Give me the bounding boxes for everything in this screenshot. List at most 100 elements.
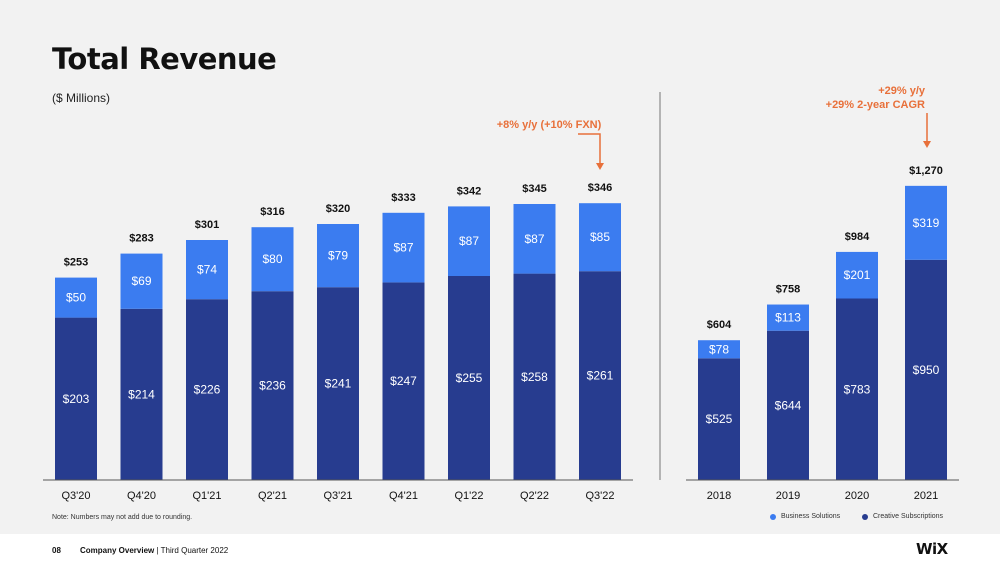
annual-label-business-2021: $319	[913, 216, 940, 230]
quarterly-label-creative-Q2'21: $236	[259, 379, 286, 393]
quarterly-total-label-Q3'21: $320	[326, 203, 350, 215]
quarterly-x-tick-Q3'20: Q3'20	[61, 490, 90, 502]
quarterly-label-creative-Q3'21: $241	[325, 377, 352, 391]
quarterly-x-tick-Q3'22: Q3'22	[585, 490, 614, 502]
quarterly-x-tick-Q1'21: Q1'21	[192, 490, 221, 502]
quarterly-growth-annotation: +8% y/y (+10% FXN)	[497, 119, 602, 131]
quarterly-bar-creative-Q2'21	[251, 291, 294, 480]
quarterly-label-creative-Q3'20: $203	[63, 392, 90, 406]
annual-x-tick-2021: 2021	[914, 490, 938, 502]
quarterly-label-business-Q3'21: $79	[328, 249, 348, 263]
quarterly-x-tick-Q4'20: Q4'20	[127, 490, 156, 502]
annual-label-business-2018: $78	[709, 342, 729, 356]
business-solutions-dot	[770, 513, 776, 520]
quarterly-label-business-Q4'20: $69	[131, 274, 151, 288]
quarterly-total-label-Q3'22: $346	[588, 182, 612, 194]
quarterly-total-label-Q4'20: $283	[129, 233, 153, 245]
quarterly-total-label-Q1'22: $342	[457, 185, 481, 197]
annual-total-label-2020: $984	[845, 231, 870, 243]
quarterly-bar-creative-Q3'22	[579, 271, 621, 480]
quarterly-label-business-Q2'22: $87	[524, 232, 544, 246]
quarterly-total-label-Q1'21: $301	[195, 219, 219, 231]
quarterly-x-tick-Q2'22: Q2'22	[520, 490, 549, 502]
annual-bar-creative-2019	[767, 330, 809, 480]
annual-x-tick-2020: 2020	[845, 490, 869, 502]
annual-label-business-2020: $201	[844, 268, 871, 282]
creative-subscriptions-dot	[862, 513, 868, 520]
quarterly-label-creative-Q1'21: $226	[194, 383, 221, 397]
quarterly-bar-business-Q3'20	[55, 277, 97, 318]
quarterly-label-creative-Q1'22: $255	[456, 371, 483, 385]
quarterly-bar-business-Q4'20	[120, 253, 163, 309]
annual-bar-creative-2018	[698, 358, 740, 480]
legend-creative-label: Creative Subscriptions	[873, 513, 944, 520]
legend-business-label: Business Solutions	[781, 513, 841, 520]
quarterly-bar-creative-Q4'20	[120, 308, 163, 480]
page-number: 08	[52, 546, 61, 555]
quarterly-label-business-Q3'20: $50	[66, 291, 86, 305]
annual-label-creative-2019: $644	[775, 398, 802, 412]
quarterly-bar-creative-Q1'21	[186, 299, 228, 480]
quarterly-bar-creative-Q4'21	[382, 282, 425, 480]
quarterly-bar-creative-Q3'21	[317, 287, 359, 480]
annual-bar-business-2021	[905, 185, 947, 260]
page-subtitle: ($ Millions)	[52, 91, 111, 105]
quarterly-label-creative-Q4'20: $214	[128, 387, 155, 401]
quarterly-bar-creative-Q1'22	[448, 276, 490, 480]
quarterly-x-tick-Q1'22: Q1'22	[454, 490, 483, 502]
quarterly-bar-creative-Q3'20	[55, 317, 97, 480]
annual-bar-creative-2020	[836, 298, 878, 480]
quarterly-bar-business-Q3'21	[317, 224, 359, 288]
quarterly-total-label-Q2'21: $316	[260, 206, 284, 218]
annual-label-creative-2018: $525	[706, 412, 733, 426]
quarterly-bar-business-Q2'22	[513, 204, 556, 274]
footer-text: Company Overview | Third Quarter 2022	[80, 546, 228, 555]
quarterly-label-business-Q4'21: $87	[393, 241, 413, 255]
quarterly-label-business-Q2'21: $80	[262, 252, 282, 266]
quarterly-total-label-Q4'21: $333	[391, 192, 415, 204]
quarterly-label-creative-Q3'22: $261	[587, 369, 614, 383]
legend-business-solutions: Business Solutions	[770, 513, 840, 520]
quarterly-x-tick-Q4'21: Q4'21	[389, 490, 418, 502]
annual-total-label-2018: $604	[707, 319, 732, 331]
quarterly-total-label-Q3'20: $253	[64, 257, 88, 269]
rounding-note: Note: Numbers may not add due to roundin…	[52, 514, 193, 521]
footer-bar	[0, 534, 1000, 562]
annual-x-tick-2019: 2019	[776, 490, 800, 502]
wix-logo: WiX	[916, 540, 948, 558]
quarterly-x-tick-Q2'21: Q2'21	[258, 490, 287, 502]
quarterly-bar-creative-Q2'22	[513, 273, 556, 480]
footer-separator: |	[156, 546, 159, 555]
quarterly-label-business-Q1'22: $87	[459, 234, 479, 248]
quarterly-bar-business-Q1'21	[186, 240, 228, 300]
annual-label-business-2019: $113	[775, 311, 801, 325]
annual-annotation-arrow-icon	[923, 141, 931, 148]
annual-bar-creative-2021	[905, 259, 947, 480]
quarterly-label-business-Q3'22: $85	[590, 230, 610, 244]
annual-growth-annotation-line2: +29% 2-year CAGR	[826, 99, 925, 111]
annual-bar-business-2019	[767, 304, 809, 331]
quarterly-x-tick-Q3'21: Q3'21	[323, 490, 352, 502]
quarterly-label-creative-Q2'22: $258	[521, 370, 548, 384]
quarterly-annotation-arrow-icon	[596, 163, 604, 170]
quarterly-annotation-line	[578, 133, 601, 166]
footer-section: Company Overview	[80, 546, 155, 555]
annual-bar-business-2020	[836, 251, 878, 299]
footer-period: Third Quarter 2022	[160, 546, 229, 555]
annual-label-creative-2021: $950	[913, 363, 940, 377]
quarterly-total-label-Q2'22: $345	[522, 183, 546, 195]
quarterly-bar-business-Q4'21	[382, 212, 425, 283]
quarterly-label-business-Q1'21: $74	[197, 263, 217, 277]
quarterly-bar-business-Q1'22	[448, 206, 490, 276]
annual-bar-business-2018	[698, 340, 740, 359]
page-title: Total Revenue	[52, 42, 277, 76]
legend-creative-subscriptions: Creative Subscriptions	[862, 513, 943, 520]
annual-growth-annotation-line1: +29% y/y	[878, 85, 926, 97]
annual-x-tick-2018: 2018	[707, 490, 731, 502]
quarterly-bar-business-Q3'22	[579, 203, 621, 272]
annual-total-label-2021: $1,270	[909, 165, 943, 177]
annual-label-creative-2020: $783	[844, 382, 871, 396]
quarterly-bar-business-Q2'21	[251, 227, 294, 292]
quarterly-label-creative-Q4'21: $247	[390, 374, 417, 388]
